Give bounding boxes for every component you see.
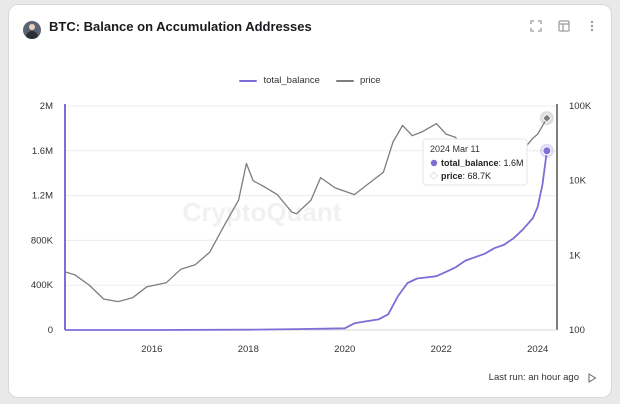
left-tick-label: 800K xyxy=(31,235,54,246)
tooltip-box xyxy=(422,138,528,186)
tooltip: 2024 Mar 11 total_balance: 1.6M price: 6… xyxy=(422,138,528,186)
balance-line xyxy=(65,150,548,331)
chart-legend: total_balance price xyxy=(9,75,611,86)
price-marker xyxy=(541,113,552,124)
tooltip-price-value: 68.7K xyxy=(468,171,492,181)
tooltip-balance-row: total_balance: 1.6M xyxy=(441,158,524,168)
tooltip-price-row: price: 68.7K xyxy=(441,171,491,181)
balance-marker xyxy=(542,146,552,156)
tooltip-balance-value: 1.6M xyxy=(504,158,524,168)
left-tick-label: 400K xyxy=(31,280,54,291)
legend-item-balance[interactable]: total_balance xyxy=(239,75,320,86)
tooltip-date: 2024 Mar 11 xyxy=(430,144,480,154)
right-tick-label: 10K xyxy=(569,176,587,187)
play-icon[interactable] xyxy=(587,372,597,383)
tooltip-price-dot xyxy=(429,171,439,181)
legend-item-price[interactable]: price xyxy=(335,75,381,86)
x-tick-label: 2020 xyxy=(334,344,355,355)
legend-label-balance: total_balance xyxy=(263,75,320,86)
legend-label-price: price xyxy=(359,75,381,86)
x-axis-ticks: 2016 2018 2020 2022 2024 xyxy=(141,344,548,355)
fullscreen-icon[interactable] xyxy=(529,19,543,33)
x-tick-label: 2024 xyxy=(527,344,548,355)
footer: Last run: an hour ago xyxy=(489,372,597,383)
x-tick-label: 2022 xyxy=(431,344,452,355)
right-axis-ticks: 100 1K 10K 100K xyxy=(569,101,592,336)
table-icon[interactable] xyxy=(557,19,571,33)
left-axis-ticks: 0 400K 800K 1.2M 1.6M 2M xyxy=(31,101,54,336)
right-tick-label: 100K xyxy=(569,101,592,112)
left-tick-label: 1.2M xyxy=(32,191,53,202)
legend-swatch-balance xyxy=(239,79,258,82)
left-tick-label: 0 xyxy=(48,325,53,336)
right-tick-label: 100 xyxy=(569,325,585,336)
left-tick-label: 1.6M xyxy=(32,146,53,157)
tooltip-balance-label: total_balance xyxy=(441,158,499,168)
chart-plot[interactable]: CryptoQuant 0 400K 800K 1.2M 1.6M 2M 100 1K 10K… xyxy=(9,5,613,399)
last-run-text: Last run: an hour ago xyxy=(488,372,579,383)
watermark: CryptoQuant xyxy=(183,197,342,227)
chart-title: BTC: Balance on Accumulation Addresses xyxy=(49,19,312,34)
x-tick-label: 2018 xyxy=(238,344,259,355)
legend-swatch-price xyxy=(335,79,354,82)
tooltip-balance-dot xyxy=(430,159,438,167)
x-tick-label: 2016 xyxy=(141,344,162,355)
right-tick-label: 1K xyxy=(569,250,581,261)
more-vertical-icon[interactable] xyxy=(585,19,599,33)
chart-card: BTC: Balance on Accumulation Addresses t… xyxy=(8,4,612,398)
left-tick-label: 2M xyxy=(40,101,53,112)
header-toolbar xyxy=(529,19,599,33)
author-avatar[interactable] xyxy=(23,21,41,39)
tooltip-price-label: price xyxy=(441,171,463,181)
